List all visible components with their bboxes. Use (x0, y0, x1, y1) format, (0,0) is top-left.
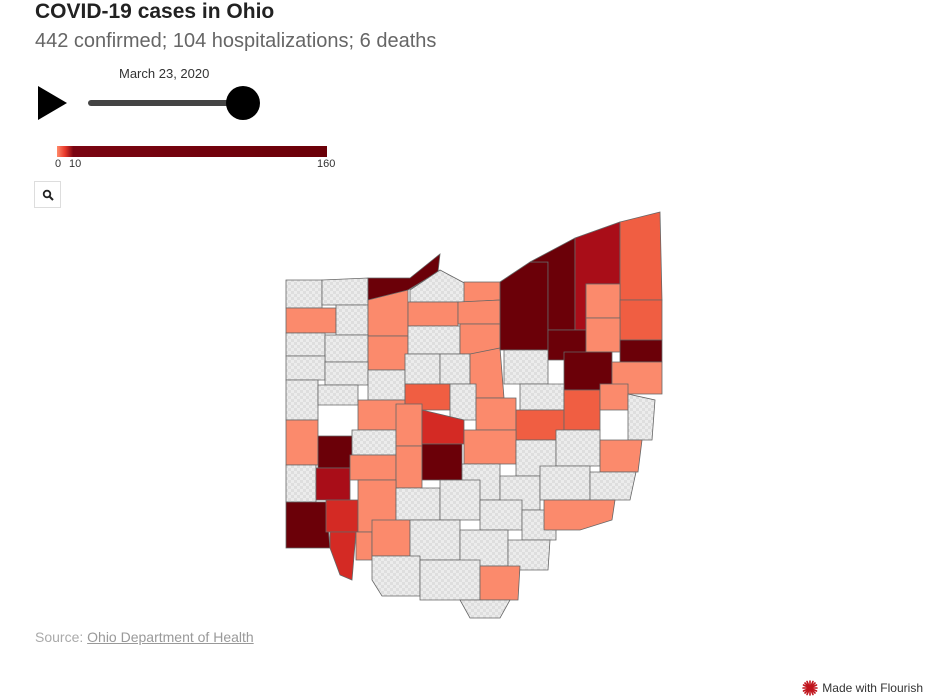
county-shape[interactable] (421, 443, 463, 481)
county-shape[interactable] (543, 499, 616, 531)
slider-handle[interactable] (226, 86, 260, 120)
county-shape[interactable] (404, 353, 441, 385)
source-note: Source: Ohio Department of Health (35, 629, 254, 645)
play-icon[interactable] (36, 85, 70, 121)
county-shape[interactable] (463, 281, 501, 303)
county-shape[interactable] (619, 339, 663, 363)
county-shape[interactable] (627, 393, 656, 441)
timeline-slider[interactable] (88, 86, 268, 120)
legend-tick-mid: 10 (69, 158, 82, 170)
source-link[interactable]: Ohio Department of Health (87, 629, 254, 645)
county-shape[interactable] (585, 283, 621, 319)
county-shape[interactable] (407, 301, 459, 327)
county-shape[interactable] (315, 467, 351, 501)
made-with-flourish-badge[interactable]: Made with Flourish (802, 679, 923, 697)
county-shape[interactable] (395, 445, 423, 489)
flourish-logo-icon (802, 680, 819, 696)
county-shape[interactable] (324, 361, 369, 386)
county-shape[interactable] (479, 565, 521, 601)
county-shape[interactable] (409, 519, 461, 561)
county-shape[interactable] (355, 531, 373, 561)
slider-track[interactable] (88, 100, 248, 106)
county-shape[interactable] (285, 379, 319, 421)
county-shape[interactable] (321, 277, 369, 306)
county-shape[interactable] (324, 334, 369, 363)
county-shape[interactable] (519, 383, 565, 411)
county-shape[interactable] (407, 325, 461, 355)
source-prefix: Source: (35, 629, 88, 645)
county-shape[interactable] (329, 531, 357, 581)
legend-tick-max: 160 (317, 158, 336, 170)
county-shape[interactable] (599, 439, 643, 473)
county-shape[interactable] (367, 335, 409, 371)
page-title: COVID-19 cases in Ohio (35, 0, 275, 23)
county-shape[interactable] (585, 317, 621, 353)
county-shape[interactable] (619, 299, 663, 341)
county-shape[interactable] (371, 555, 421, 597)
county-shape[interactable] (351, 429, 397, 456)
county-shape[interactable] (539, 465, 591, 501)
county-shape[interactable] (285, 355, 326, 381)
color-scale-legend (57, 146, 327, 157)
county-shape[interactable] (349, 454, 397, 481)
timeline-date-label: March 23, 2020 (119, 66, 210, 81)
county-shape[interactable] (503, 349, 549, 385)
zoom-search-button[interactable] (34, 181, 61, 208)
county-shape[interactable] (475, 397, 517, 431)
county-shape[interactable] (317, 435, 353, 469)
county-shape[interactable] (371, 519, 411, 557)
county-shape[interactable] (285, 419, 319, 466)
county-shape[interactable] (457, 299, 501, 325)
county-shape[interactable] (439, 479, 481, 521)
county-shape[interactable] (285, 307, 337, 334)
county-shape[interactable] (459, 599, 511, 619)
county-shape[interactable] (439, 353, 471, 385)
county-shape[interactable] (463, 429, 517, 465)
county-shape[interactable] (499, 261, 549, 351)
page-subtitle: 442 confirmed; 104 hospitalizations; 6 d… (35, 30, 437, 52)
county-shape[interactable] (395, 403, 423, 447)
county-shape[interactable] (555, 429, 601, 467)
county-shape[interactable] (317, 384, 359, 406)
county-shape[interactable] (449, 383, 477, 421)
county-shape[interactable] (335, 304, 369, 336)
county-shape[interactable] (479, 499, 523, 531)
county-shape[interactable] (619, 211, 663, 301)
county-shape[interactable] (285, 332, 326, 357)
legend-tick-min: 0 (55, 158, 62, 170)
county-shape[interactable] (285, 279, 323, 309)
county-shape[interactable] (599, 383, 629, 411)
county-shape[interactable] (589, 471, 637, 501)
county-shape[interactable] (285, 464, 317, 503)
county-shape[interactable] (395, 487, 441, 521)
county-shape[interactable] (419, 559, 481, 601)
county-shape[interactable] (507, 539, 551, 571)
county-shape[interactable] (325, 499, 359, 533)
county-shape[interactable] (563, 389, 601, 431)
search-icon (42, 189, 54, 201)
county-shape[interactable] (285, 501, 331, 549)
flourish-label: Made with Flourish (822, 681, 923, 695)
county-shape[interactable] (367, 369, 406, 401)
